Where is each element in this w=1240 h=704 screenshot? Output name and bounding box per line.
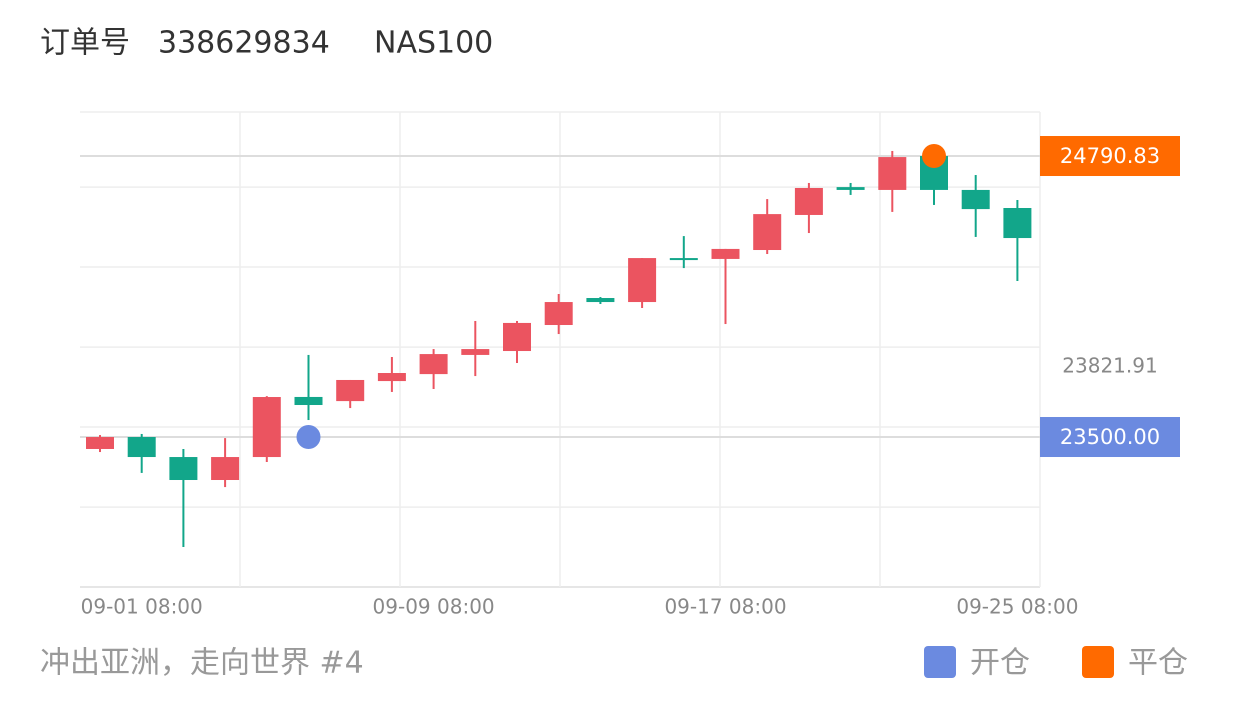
candle-body [711,248,740,259]
candle-body [753,214,782,251]
candle-body [544,302,573,326]
candle-body [794,187,823,215]
order-label: 订单号 [40,26,130,61]
candle-body [878,157,907,190]
plot-frame [80,111,1041,588]
candle-body [503,322,531,352]
candle-body [961,189,990,210]
legend-swatch [1082,646,1114,678]
candle-body [461,349,490,355]
price-tag-label: 23500.00 [1060,425,1160,449]
candle-body [294,396,323,406]
candle-body [377,373,406,382]
candle-body [252,397,281,458]
legend-label: 平仓 [1128,646,1188,681]
candle-body [628,258,657,303]
candle-body [86,437,114,449]
trade-marker [922,144,946,169]
trade-marker [296,425,321,450]
x-tick-label: 09-25 08:00 [956,595,1078,619]
legend-label: 开仓 [970,646,1030,681]
x-tick-label: 09-01 08:00 [81,595,203,619]
candle-body [127,437,156,458]
candle-body [1003,208,1032,239]
last-price: 23821.91 [1062,353,1157,377]
x-tick-label: 09-17 08:00 [664,595,786,619]
price-tag [1040,136,1180,177]
candle-body [586,298,615,303]
candle-body [419,354,448,375]
price-tag-label: 24790.83 [1060,144,1160,168]
candle-body [211,457,240,481]
order-id: 338629834 [158,26,330,61]
x-tick-label: 09-09 08:00 [373,595,495,619]
strategy-name: 冲出亚洲，走向世界 #4 [40,646,364,681]
candle-body [169,457,198,481]
candle-body [669,258,698,261]
candle-body [336,379,365,402]
price-tag [1040,417,1180,458]
candle-body [836,187,865,190]
symbol: NAS100 [374,26,493,61]
legend-swatch [924,646,956,678]
